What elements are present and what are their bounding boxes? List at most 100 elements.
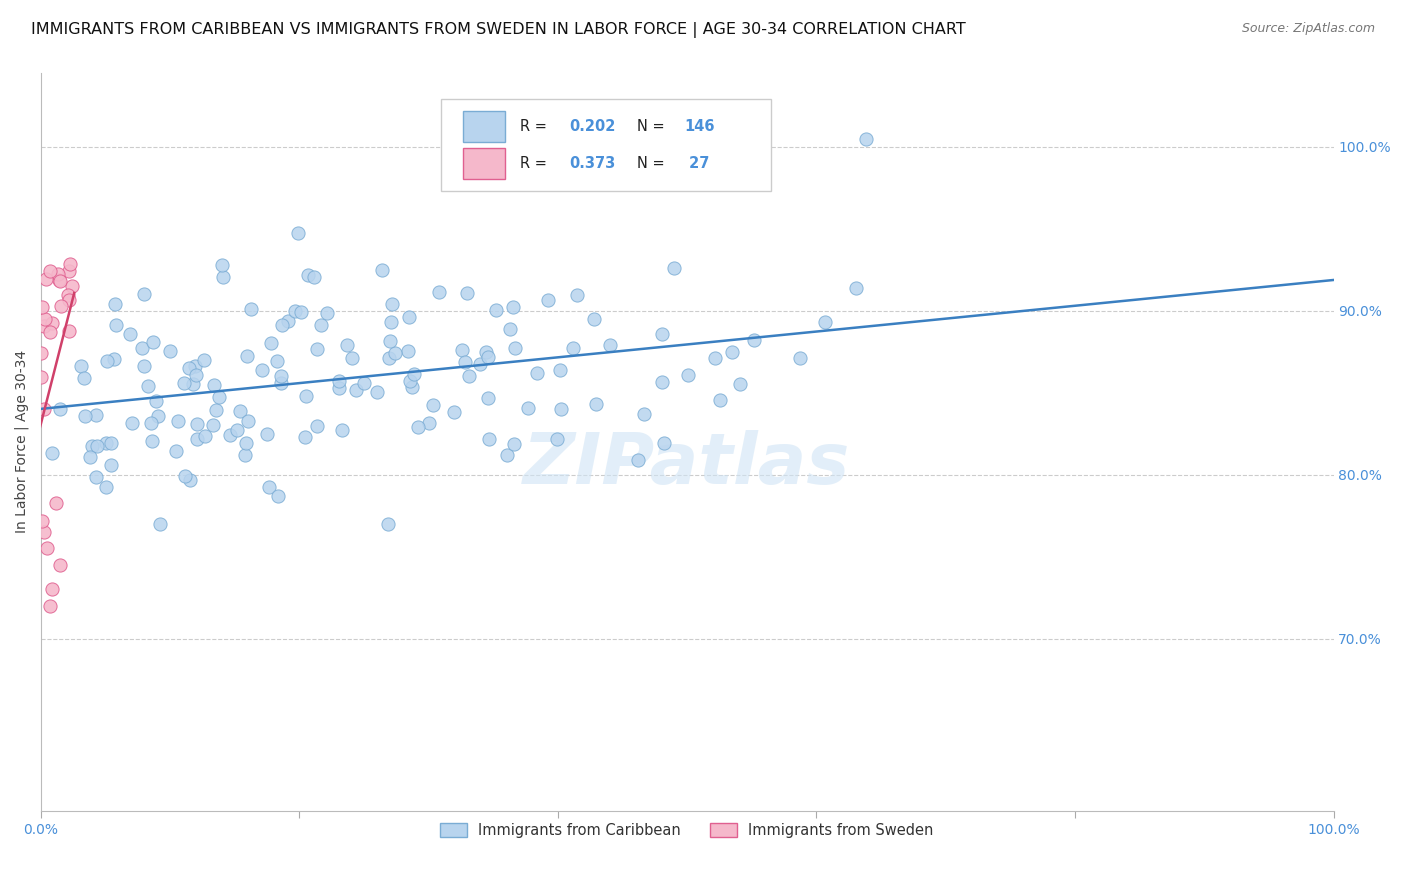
Point xyxy=(550,401,572,416)
Point xyxy=(48,401,70,416)
Point xyxy=(131,341,153,355)
Point xyxy=(94,436,117,450)
Point xyxy=(344,383,367,397)
Point xyxy=(297,268,319,283)
Point xyxy=(565,287,588,301)
Point xyxy=(295,389,318,403)
Point xyxy=(377,516,399,531)
Point xyxy=(32,319,55,334)
Point xyxy=(664,260,686,275)
Point xyxy=(96,354,118,368)
Point xyxy=(502,437,524,451)
Text: 0.202: 0.202 xyxy=(569,119,616,134)
Point xyxy=(31,301,53,315)
Point xyxy=(34,402,56,417)
Point xyxy=(173,469,195,483)
FancyBboxPatch shape xyxy=(441,99,770,191)
Point xyxy=(627,453,650,467)
Point xyxy=(233,448,256,462)
Point xyxy=(235,349,257,363)
Point xyxy=(39,326,62,340)
Point xyxy=(51,299,73,313)
Point xyxy=(316,306,339,320)
Point xyxy=(73,370,96,384)
Point xyxy=(218,428,240,442)
Point xyxy=(228,404,250,418)
Point xyxy=(96,480,118,494)
Point xyxy=(35,272,58,286)
Point xyxy=(353,376,375,391)
Point xyxy=(41,446,63,460)
Point xyxy=(477,391,499,405)
Point xyxy=(516,401,538,415)
Point xyxy=(132,359,155,373)
Point xyxy=(38,599,60,613)
Point xyxy=(294,430,316,444)
Point xyxy=(173,376,195,390)
Point xyxy=(136,379,159,393)
Point xyxy=(401,380,423,394)
Point xyxy=(270,318,292,332)
Point xyxy=(526,366,548,380)
Point xyxy=(235,436,257,450)
Point xyxy=(284,304,307,318)
Point xyxy=(309,318,332,333)
Point xyxy=(485,303,508,318)
Text: N =: N = xyxy=(637,156,669,171)
Point xyxy=(100,436,122,450)
Point xyxy=(652,435,675,450)
Point xyxy=(186,417,208,431)
Point xyxy=(561,342,583,356)
Point xyxy=(186,432,208,446)
Point xyxy=(845,281,868,295)
Legend: Immigrants from Caribbean, Immigrants from Sweden: Immigrants from Caribbean, Immigrants fr… xyxy=(434,817,939,844)
Point xyxy=(212,270,235,285)
Y-axis label: In Labor Force | Age 30-34: In Labor Force | Age 30-34 xyxy=(15,351,30,533)
Point xyxy=(328,374,350,388)
Point xyxy=(226,423,249,437)
Point xyxy=(789,351,811,366)
Point xyxy=(31,514,53,528)
Point xyxy=(267,489,290,503)
Point xyxy=(48,267,70,281)
Point xyxy=(478,432,501,446)
Point xyxy=(470,357,492,371)
Point xyxy=(450,343,472,357)
Point xyxy=(370,263,392,277)
Point xyxy=(380,315,402,329)
Point xyxy=(211,259,233,273)
Point xyxy=(204,402,226,417)
Point xyxy=(499,322,522,336)
Point xyxy=(208,390,231,404)
Point xyxy=(443,405,465,419)
Point xyxy=(256,426,278,441)
Text: Source: ZipAtlas.com: Source: ZipAtlas.com xyxy=(1241,22,1375,36)
Point xyxy=(305,342,328,356)
Point xyxy=(73,409,96,423)
Text: N =: N = xyxy=(637,119,669,134)
Point xyxy=(236,414,259,428)
Point xyxy=(290,305,312,319)
Point xyxy=(58,293,80,307)
Point xyxy=(86,439,108,453)
Point xyxy=(454,355,477,369)
Point xyxy=(181,376,204,391)
Point xyxy=(60,278,83,293)
Point xyxy=(49,558,72,572)
Point xyxy=(457,369,479,384)
Point xyxy=(201,417,224,432)
Point xyxy=(58,264,80,278)
Point xyxy=(58,324,80,338)
Point xyxy=(305,419,328,434)
Point xyxy=(548,363,571,377)
Point xyxy=(384,346,406,360)
Text: IMMIGRANTS FROM CARIBBEAN VS IMMIGRANTS FROM SWEDEN IN LABOR FORCE | AGE 30-34 C: IMMIGRANTS FROM CARIBBEAN VS IMMIGRANTS … xyxy=(31,22,966,38)
Point xyxy=(720,344,742,359)
Point xyxy=(406,419,429,434)
Point xyxy=(194,429,217,443)
Point xyxy=(34,525,56,540)
Point xyxy=(855,131,877,145)
Point xyxy=(142,335,165,350)
Point xyxy=(330,423,353,437)
Point xyxy=(585,397,607,411)
